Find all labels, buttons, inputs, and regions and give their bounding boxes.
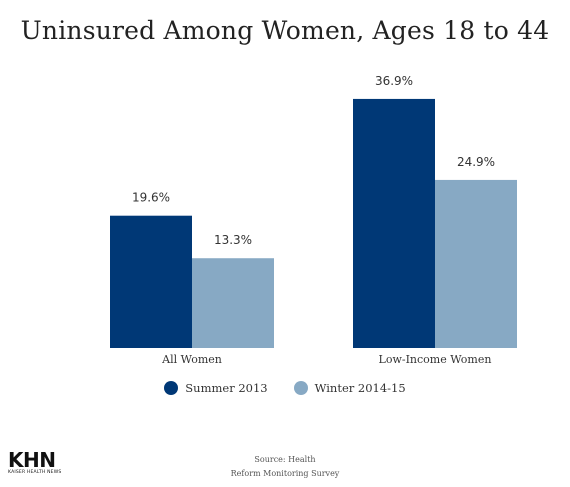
logo-subtext: KAISER HEALTH NEWS [8,470,62,475]
source-line-2: Reform Monitoring Survey [230,469,340,478]
khn-logo: KHN KAISER HEALTH NEWS [8,450,66,476]
category-label-low-income-women: Low-Income Women [379,353,492,366]
source-line-1: Source: Health [254,455,316,464]
bar-all-women-summer [110,215,192,348]
legend: Summer 2013 Winter 2014-15 [0,381,570,395]
data-label-all-women-summer: 19.6% [132,191,170,205]
legend-item-winter: Winter 2014-15 [293,381,406,395]
source-note: Source: Health Reform Monitoring Survey [0,453,570,481]
legend-swatch-summer [164,381,179,395]
data-label-low-income-women-summer: 36.9% [375,74,413,88]
bar-low-income-women-summer [353,98,435,348]
logo-text: KHN [8,448,56,472]
bar-low-income-women-winter [435,179,517,348]
legend-swatch-winter [293,381,308,395]
chart-title: Uninsured Among Women, Ages 18 to 44 [20,16,550,45]
data-label-low-income-women-winter: 24.9% [457,155,495,169]
legend-label-winter: Winter 2014-15 [314,381,406,395]
legend-item-summer: Summer 2013 [164,381,268,395]
category-label-all-women: All Women [161,353,222,366]
legend-label-summer: Summer 2013 [185,381,268,395]
data-label-all-women-winter: 13.3% [214,233,252,247]
bar-all-women-winter [192,258,274,348]
